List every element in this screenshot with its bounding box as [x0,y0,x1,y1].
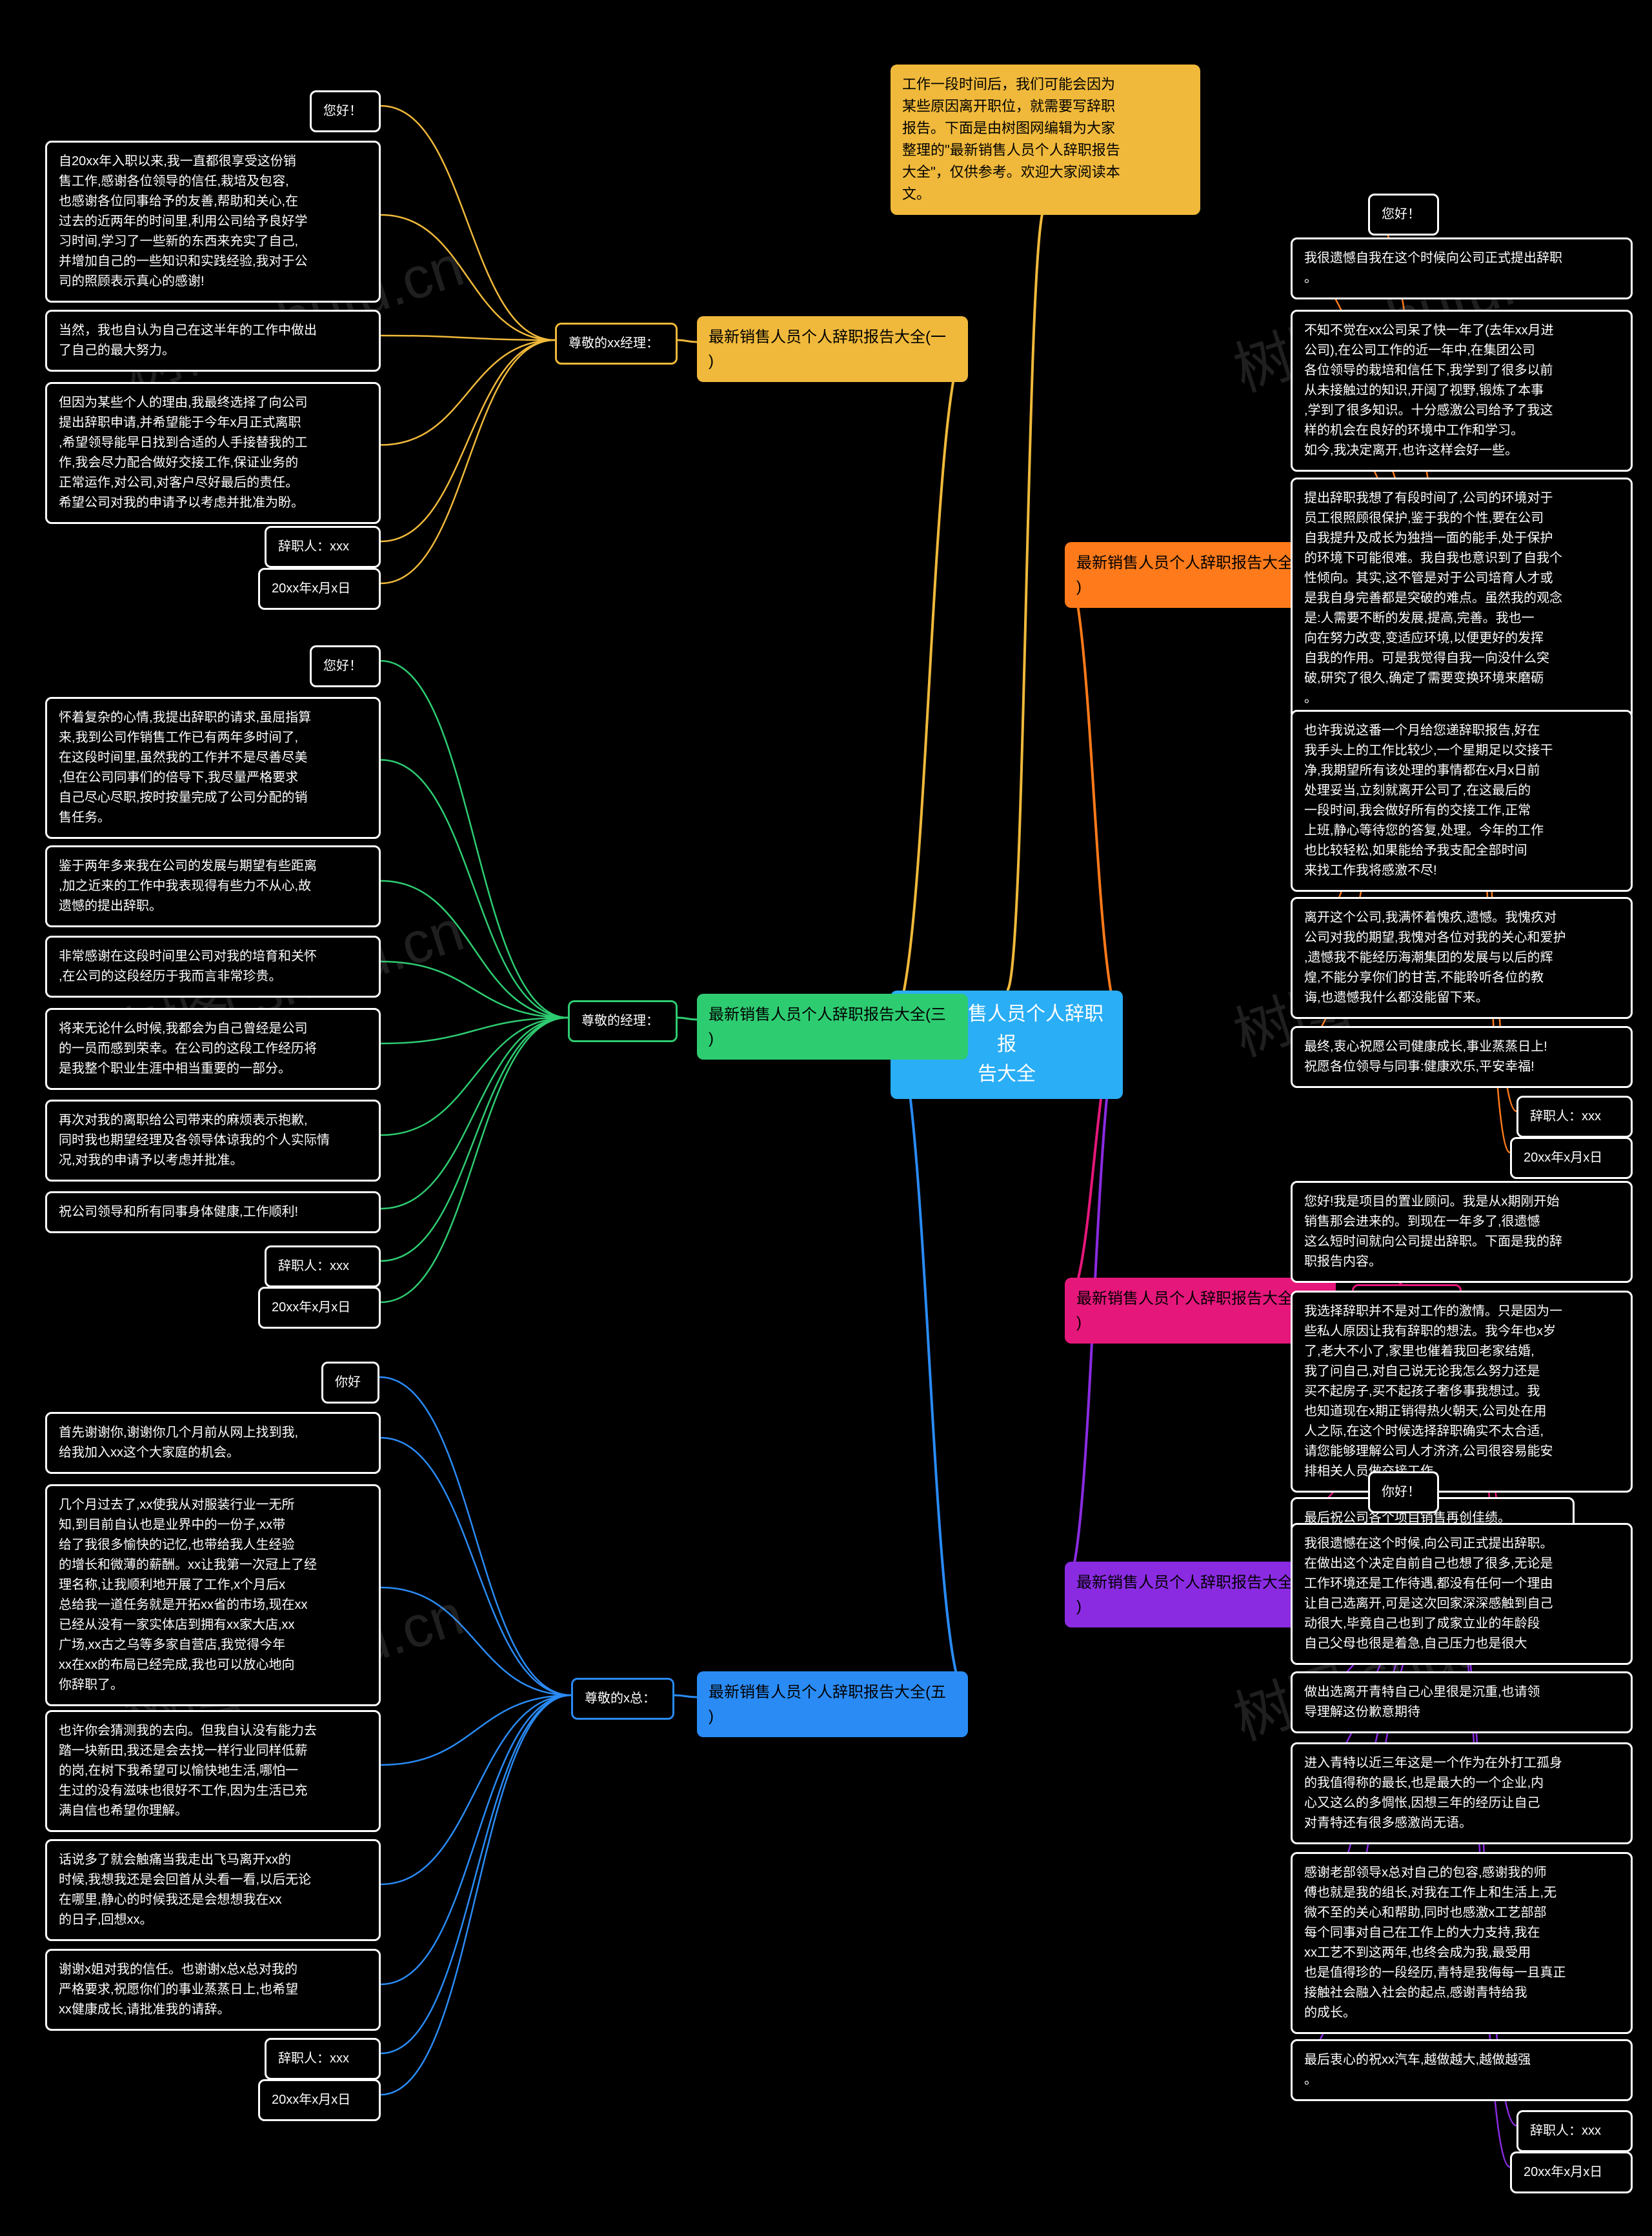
leaf-b2-7: 辞职人：xxx [1516,1096,1633,1138]
branch-b1: 最新销售人员个人辞职报告大全(一) [697,316,968,382]
leaf-b5-4: 话说多了就会触痛当我走出飞马离开xx的时候,我想我还是会回首从头看一看,以后无论… [45,1839,381,1941]
leaf-b1-0: 您好！ [310,90,381,132]
intro-node: 工作一段时间后，我们可能会因为某些原因离开职位，就需要写辞职报告。下面是由树图网… [891,65,1200,215]
leaf-b5-6: 辞职人：xxx [265,2038,381,2080]
leaf-b4-0: 您好!我是项目的置业顾问。我是从x期刚开始销售那会进来的。到现在一年多了,很遗憾… [1291,1181,1633,1283]
leaf-b2-6: 最终,衷心祝愿公司健康成长,事业蒸蒸日上!祝愿各位领导与同事:健康欢乐,平安幸福… [1291,1026,1633,1088]
leaf-b6-5: 最后衷心的祝xx汽车,越做越大,越做越强。 [1291,2039,1633,2101]
leaf-b5-2: 几个月过去了,xx使我从对服装行业一无所知,到目前自认也是业界中的一份子,xx带… [45,1484,381,1706]
leaf-b1-4: 辞职人：xxx [265,526,381,568]
mindmap-stage: 树图 shutu.cn树图 shutu.cn树图 shutu.cn树图 shut… [0,0,1652,2236]
leaf-b1-2: 当然，我也自认为自己在这半年的工作中做出了自己的最大努力。 [45,310,381,372]
branch-b3: 最新销售人员个人辞职报告大全(三) [697,994,968,1060]
leaf-b2-4: 也许我说这番一个月给您递辞职报告,好在我手头上的工作比较少,一个星期足以交接干净… [1291,710,1633,892]
leaf-b6-1: 我很遗憾在这个时候,向公司正式提出辞职。在做出这个决定自前自己也想了很多,无论是… [1291,1523,1633,1665]
leaf-b2-0: 您好！ [1368,194,1439,236]
leaf-b5-3: 也许你会猜测我的去向。但我自认没有能力去踏一块新田,我还是会去找一样行业同样低薪… [45,1710,381,1832]
leaf-b3-2: 鉴于两年多来我在公司的发展与期望有些距离,加之近来的工作中我表现得有些力不从心,… [45,845,381,927]
leaf-b3-8: 20xx年x月x日 [258,1287,381,1329]
leaf-b1-1: 自20xx年入职以来,我一直都很享受这份销售工作,感谢各位领导的信任,栽培及包容… [45,141,381,303]
leaf-b2-1: 我很遗憾自我在这个时候向公司正式提出辞职。 [1291,237,1633,299]
leaf-b3-5: 再次对我的离职给公司带来的麻烦表示抱歉,同时我也期望经理及各领导体谅我的个人实际… [45,1100,381,1182]
leaf-b1-3: 但因为某些个人的理由,我最终选择了向公司提出辞职申请,并希望能于今年x月正式离职… [45,382,381,524]
leaf-b3-1: 怀着复杂的心情,我提出辞职的请求,虽屈指算来,我到公司作销售工作已有两年多时间了… [45,697,381,839]
leaf-b5-1: 首先谢谢你,谢谢你几个月前从网上找到我,给我加入xx这个大家庭的机会。 [45,1412,381,1474]
leaf-b6-3: 进入青特以近三年这是一个作为在外打工孤身的我值得称的最长,也是最大的一个企业,内… [1291,1742,1633,1844]
leaf-b6-0: 你好！ [1368,1471,1439,1513]
leaf-b2-5: 离开这个公司,我满怀着愧疚,遗憾。我愧疚对公司对我的期望,我愧对各位对我的关心和… [1291,897,1633,1019]
sub-b3: 尊敬的经理： [568,1000,678,1042]
leaf-b6-7: 20xx年x月x日 [1510,2151,1633,2193]
leaf-b1-5: 20xx年x月x日 [258,568,381,610]
sub-b1: 尊敬的xx经理： [555,323,678,365]
leaf-b3-6: 祝公司领导和所有同事身体健康,工作顺利! [45,1191,381,1233]
leaf-b2-2: 不知不觉在xx公司呆了快一年了(去年xx月进公司),在公司工作的近一年中,在集团… [1291,310,1633,472]
leaf-b3-7: 辞职人：xxx [265,1245,381,1287]
leaf-b6-6: 辞职人：xxx [1516,2110,1633,2152]
leaf-b3-3: 非常感谢在这段时间里公司对我的培育和关怀,在公司的这段经历于我而言非常珍贵。 [45,936,381,998]
leaf-b3-0: 您好！ [310,645,381,687]
sub-b5: 尊敬的x总： [571,1678,674,1720]
leaf-b2-8: 20xx年x月x日 [1510,1137,1633,1179]
leaf-b5-7: 20xx年x月x日 [258,2079,381,2121]
leaf-b5-0: 你好 [321,1362,379,1404]
leaf-b6-2: 做出选离开青特自己心里很是沉重,也请领导理解这份歉意期待 [1291,1671,1633,1733]
leaf-b5-5: 谢谢x姐对我的信任。也谢谢x总x总对我的严格要求,祝愿你们的事业蒸蒸日上,也希望… [45,1949,381,2031]
branch-b5: 最新销售人员个人辞职报告大全(五) [697,1671,968,1737]
leaf-b4-1: 我选择辞职并不是对工作的激情。只是因为一些私人原因让我有辞职的想法。我今年也x岁… [1291,1291,1633,1493]
leaf-b2-3: 提出辞职我想了有段时间了,公司的环境对于员工很照顾很保护,鉴于我的个性,要在公司… [1291,478,1633,720]
leaf-b6-4: 感谢老部领导x总对自己的包容,感谢我的师傅也就是我的组长,对我在工作上和生活上,… [1291,1852,1633,2034]
leaf-b3-4: 将来无论什么时候,我都会为自己曾经是公司的一员而感到荣幸。在公司的这段工作经历将… [45,1008,381,1090]
